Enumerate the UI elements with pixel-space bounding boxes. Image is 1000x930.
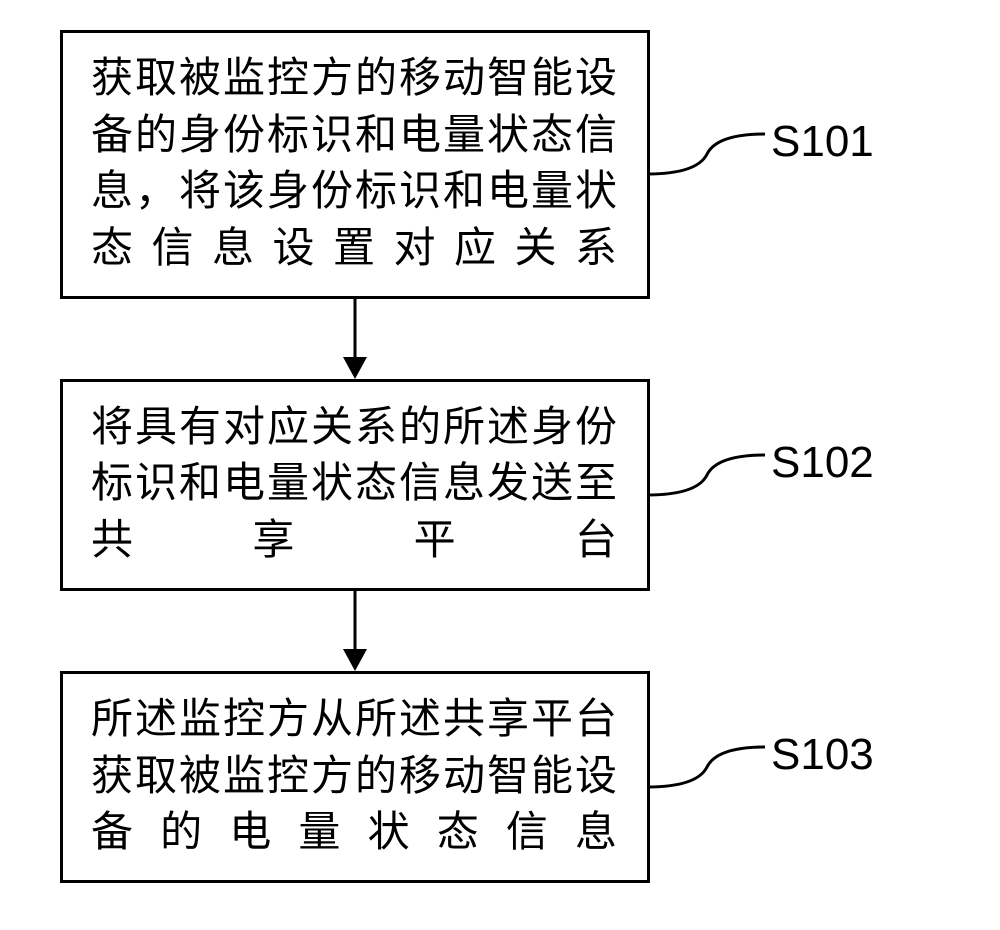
arrow-down-icon — [335, 591, 375, 671]
flow-node-box: 获取被监控方的移动智能设备的身份标识和电量状态信息，将该身份标识和电量状态信息设… — [60, 30, 650, 299]
flow-node-text: 获取被监控方的移动智能设备的身份标识和电量状态信息，将该身份标识和电量状态信息设… — [91, 51, 619, 278]
flow-node-text: 所述监控方从所述共享平台获取被监控方的移动智能设备的电量状态信息 — [91, 692, 619, 862]
step-label: S102 — [771, 438, 874, 488]
flow-node-text: 将具有对应关系的所述身份标识和电量状态信息发送至共享平台 — [91, 400, 619, 570]
flowchart-container: 获取被监控方的移动智能设备的身份标识和电量状态信息，将该身份标识和电量状态信息设… — [60, 30, 940, 883]
arrow-container — [60, 299, 650, 379]
label-connector: S102 — [647, 440, 874, 530]
connector-curve-icon — [647, 119, 767, 209]
flow-node-group: 将具有对应关系的所述身份标识和电量状态信息发送至共享平台 S102 — [60, 379, 940, 591]
arrow-container — [60, 591, 650, 671]
flow-node-group: 获取被监控方的移动智能设备的身份标识和电量状态信息，将该身份标识和电量状态信息设… — [60, 30, 940, 299]
flow-node-box: 将具有对应关系的所述身份标识和电量状态信息发送至共享平台 — [60, 379, 650, 591]
connector-curve-icon — [647, 732, 767, 822]
step-label: S101 — [771, 117, 874, 167]
label-connector: S101 — [647, 119, 874, 209]
flow-node-group: 所述监控方从所述共享平台获取被监控方的移动智能设备的电量状态信息 S103 — [60, 671, 940, 883]
flow-node-box: 所述监控方从所述共享平台获取被监控方的移动智能设备的电量状态信息 — [60, 671, 650, 883]
label-connector: S103 — [647, 732, 874, 822]
step-label: S103 — [771, 730, 874, 780]
arrow-down-icon — [335, 299, 375, 379]
connector-curve-icon — [647, 440, 767, 530]
